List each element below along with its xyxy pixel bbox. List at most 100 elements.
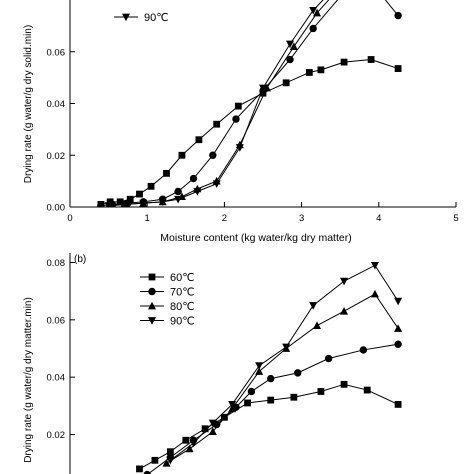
y-tick-label: 0.06 (47, 47, 66, 58)
panel-a-y-ticks: 0.00 0.02 0.04 0.06 (47, 47, 75, 214)
data-point (370, 289, 379, 298)
data-point (235, 144, 244, 152)
series-line (147, 343, 399, 474)
data-point (151, 456, 159, 464)
data-point (143, 470, 151, 474)
y-tick-label: 0.08 (47, 258, 66, 269)
data-point (136, 465, 143, 473)
x-tick-label: 1 (145, 213, 150, 224)
data-point (228, 401, 237, 409)
data-point (255, 367, 264, 375)
data-point (317, 66, 325, 74)
data-point (286, 40, 295, 49)
data-point (340, 307, 349, 315)
y-tick-label: 0.04 (47, 373, 66, 384)
series-circle (97, 0, 402, 207)
data-point (213, 120, 221, 128)
panel-a-x-axis-label: Moisture content (kg water/kg dry matter… (160, 232, 351, 244)
series-triangle-down (104, 0, 324, 207)
data-point (104, 202, 113, 207)
data-point (189, 439, 198, 448)
data-point (394, 401, 402, 408)
data-point (259, 84, 267, 93)
data-point (195, 136, 203, 144)
data-point (212, 180, 221, 188)
legend-marker (148, 287, 156, 296)
data-point (370, 261, 379, 270)
data-point (305, 69, 313, 76)
data-point (116, 198, 124, 206)
data-point (340, 277, 349, 286)
data-point (158, 198, 167, 207)
data-point (136, 190, 143, 198)
panel-b-label: (b) (74, 254, 86, 265)
data-point (120, 200, 128, 207)
legend-marker (148, 301, 156, 310)
data-point (97, 202, 105, 207)
legend-label: 90℃ (144, 12, 169, 24)
data-point (324, 354, 333, 363)
data-point (267, 396, 275, 404)
data-point (126, 195, 134, 203)
data-point (162, 458, 171, 467)
x-tick-label: 5 (453, 213, 458, 224)
data-point (394, 65, 402, 72)
legend-marker (148, 317, 156, 325)
data-point (309, 24, 317, 33)
data-point (367, 56, 375, 63)
legend-label: 90℃ (170, 316, 195, 328)
data-point (255, 362, 264, 370)
data-point (178, 151, 186, 159)
panel-a: 0.00 0.02 0.04 0.06 0 1 2 3 4 5 Moisture content… (23, 0, 459, 244)
data-point (208, 419, 217, 428)
x-tick-label: 0 (67, 213, 72, 224)
data-point (313, 321, 322, 329)
data-point (166, 456, 175, 465)
panel-a-plot-area (97, 0, 402, 207)
series-square (97, 56, 402, 207)
panel-a-legend: 90℃ (114, 12, 169, 24)
data-point (185, 444, 194, 453)
series-line (166, 293, 399, 464)
panel-b-legend: 60℃ 70℃ 80℃ 90℃ (140, 272, 195, 328)
data-point (394, 297, 403, 306)
data-point (234, 102, 242, 110)
data-point (294, 369, 302, 377)
data-point (174, 187, 182, 196)
data-point (313, 8, 322, 17)
data-point (209, 151, 217, 159)
series-square (136, 380, 402, 473)
data-point (232, 115, 240, 123)
legend-marker (148, 273, 156, 281)
x-tick-label: 3 (299, 213, 304, 224)
data-point (286, 55, 294, 64)
legend-label: 80℃ (170, 301, 195, 313)
data-point (247, 387, 256, 396)
data-point (193, 188, 202, 196)
data-point (201, 425, 209, 433)
data-point (309, 6, 318, 15)
data-point (139, 199, 148, 207)
panel-b-y-axis-label: Drying rate (g water/g dry matter.min) (23, 297, 34, 463)
data-point (309, 302, 318, 310)
data-point (189, 174, 198, 183)
x-tick-label: 2 (222, 213, 227, 224)
series-triangle-down (166, 261, 403, 465)
data-point (163, 169, 170, 177)
data-point (166, 448, 174, 456)
series-line (100, 59, 399, 205)
y-tick-label: 0.02 (47, 430, 66, 441)
data-point (394, 340, 402, 348)
data-point (394, 324, 403, 332)
y-tick-label: 0.00 (47, 203, 66, 214)
panel-a-x-ticks: 0 1 2 3 4 5 (67, 202, 459, 224)
data-point (394, 11, 402, 20)
data-point (174, 195, 183, 204)
data-point (359, 346, 368, 354)
legend-label: 60℃ (170, 272, 195, 284)
panel-a-y-axis-label: Drying rate (g water/g dry solid.min) (23, 25, 34, 183)
data-point (208, 427, 217, 436)
data-point (289, 42, 298, 50)
data-point (340, 380, 348, 388)
